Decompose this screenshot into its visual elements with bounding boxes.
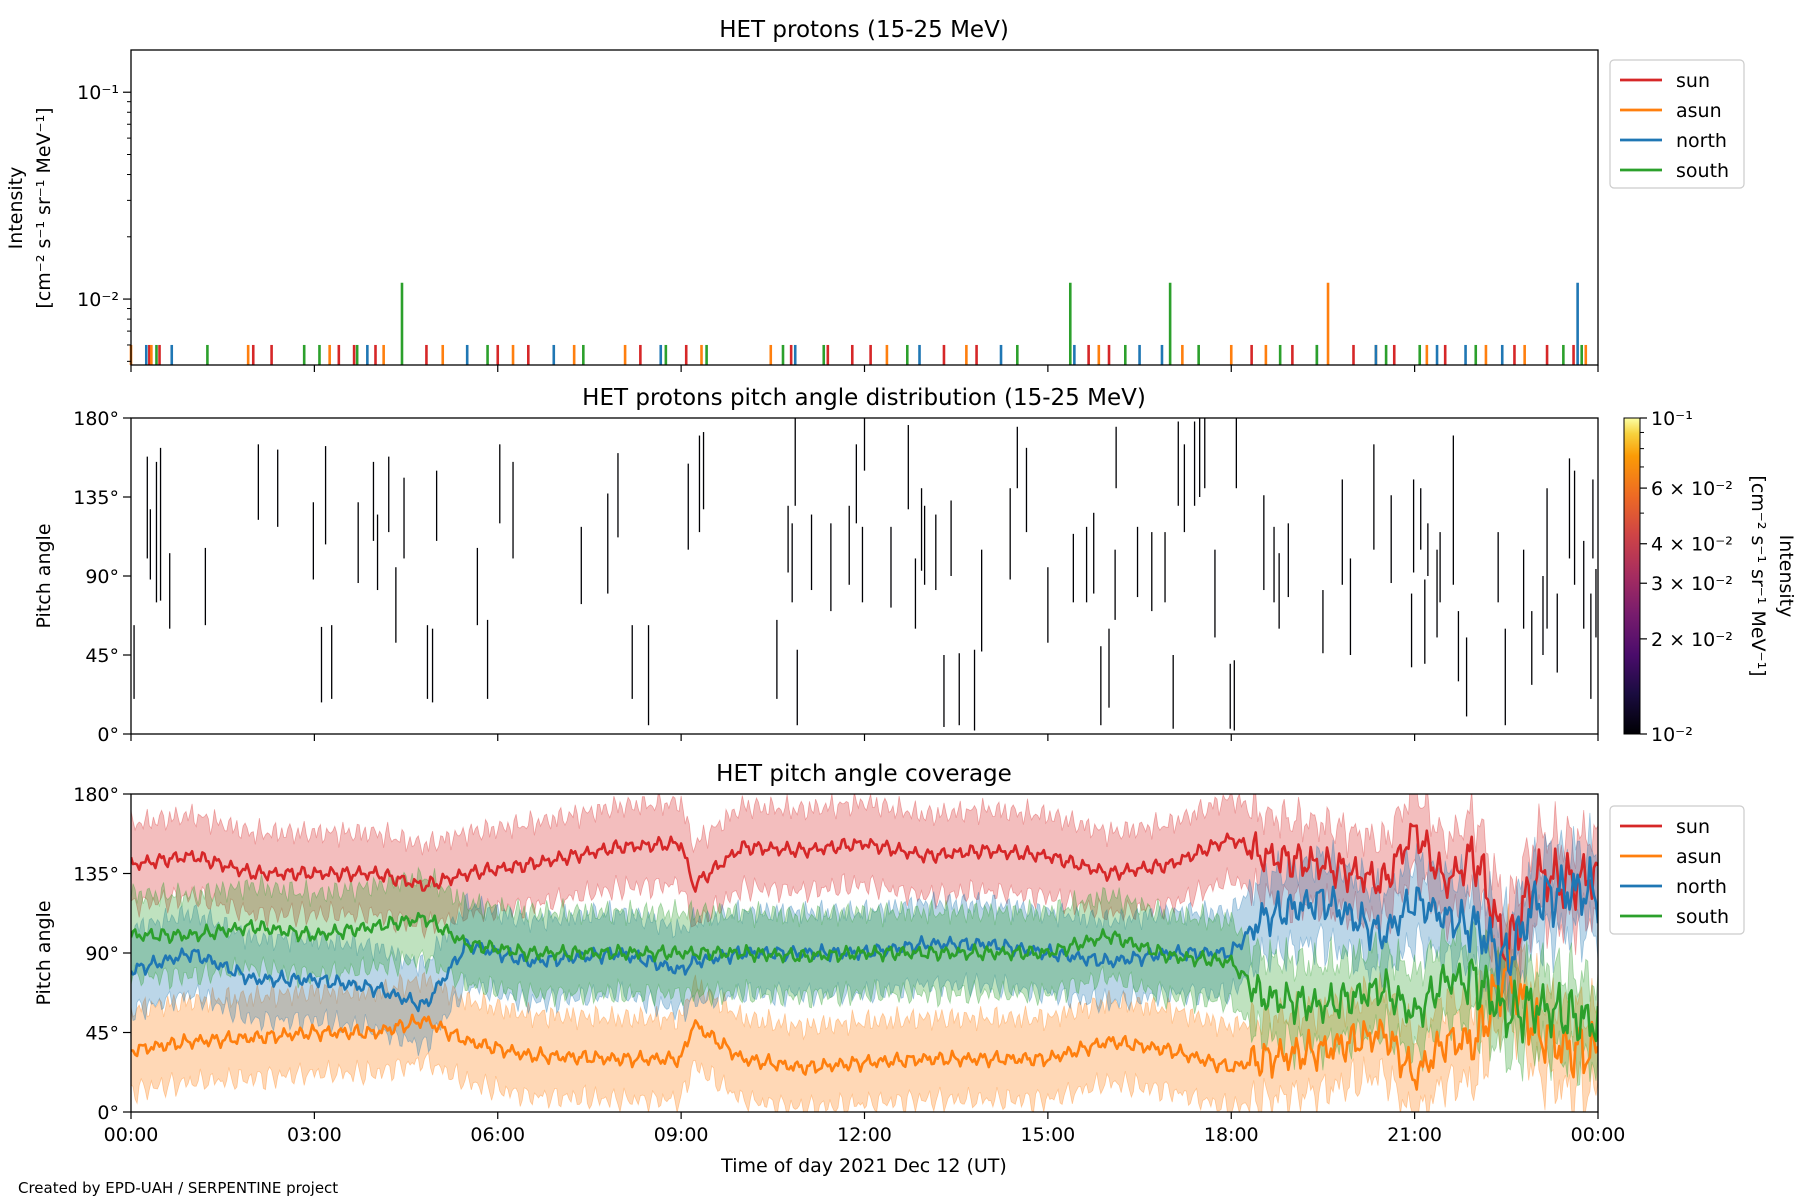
coverage-xtick-label: 12:00 (837, 1124, 892, 1146)
panel-pitch-angle-coverage: HET pitch angle coverage 0° 45° 90° 135° 180… (33, 761, 1745, 1177)
coverage-ytick-label: 0° (97, 1102, 119, 1124)
legend-label-south: south (1676, 906, 1729, 928)
legend-label-sun: sun (1676, 70, 1710, 92)
intensity-ylabel-line2: [cm⁻² s⁻¹ sr⁻¹ MeV⁻¹] (33, 107, 55, 308)
pad-ylabel: Pitch angle (33, 523, 55, 628)
intensity-ytick-label: 10⁻² (77, 289, 119, 311)
coverage-ytick-label: 180° (73, 784, 119, 806)
panel-pitch-angle-distribution: HET protons pitch angle distribution (15… (33, 385, 1797, 746)
coverage-xtick-label: 09:00 (654, 1124, 709, 1146)
coverage-xtick-label: 00:00 (104, 1124, 159, 1146)
coverage-band-north (131, 812, 1598, 1057)
pad-ytick-label: 135° (73, 487, 119, 509)
coverage-line-sun (131, 822, 1598, 967)
legend-label-north: north (1676, 130, 1727, 152)
panel-intensity: HET protons (15-25 MeV) 10⁻² 10⁻¹ Intensi… (5, 17, 1745, 372)
pad-ytick-label: 45° (85, 645, 119, 667)
coverage-ylabel: Pitch angle (33, 900, 55, 1005)
coverage-xtick-label: 00:00 (1571, 1124, 1626, 1146)
coverage-ytick-label: 135° (73, 864, 119, 886)
coverage-band-sun (131, 794, 1598, 1013)
intensity-plot-area (129, 282, 1588, 365)
pad-ytick-label: 90° (85, 566, 119, 588)
coverage-x-ticks: 00:00 03:00 06:00 09:00 12:00 15:00 18:00 21:00… (104, 1112, 1626, 1146)
intensity-y-ticks: 10⁻² 10⁻¹ (77, 82, 131, 362)
colorbar-tick-label: 2 × 10⁻² (1651, 629, 1733, 651)
credit-text: Created by EPD-UAH / SERPENTINE project (18, 1179, 338, 1197)
coverage-xtick-label: 06:00 (470, 1124, 525, 1146)
coverage-line-south (131, 911, 1598, 1044)
intensity-x-ticks (130, 365, 1599, 372)
legend-box (1609, 805, 1745, 935)
colorbar-ticks: 10⁻¹ 6 × 10⁻² 4 × 10⁻² 3 × 10⁻² 2 × 10⁻² 10⁻² (1640, 408, 1733, 746)
pad-ytick-label: 180° (73, 408, 119, 430)
pad-plot-area (133, 418, 1597, 731)
coverage-line-asun (131, 949, 1598, 1091)
coverage-band-asun (131, 903, 1598, 1112)
coverage-xtick-label: 15:00 (1020, 1124, 1075, 1146)
intensity-ytick-label: 10⁻¹ (77, 82, 119, 104)
intensity-ylabel-line1: Intensity (5, 167, 27, 250)
legend-label-asun: asun (1676, 100, 1722, 122)
coverage-ytick-label: 45° (85, 1023, 119, 1045)
colorbar-tick-label: 3 × 10⁻² (1651, 573, 1733, 595)
coverage-plot-area (131, 794, 1598, 1112)
colorbar-tick-label: 6 × 10⁻² (1651, 478, 1733, 500)
pad-x-ticks (130, 734, 1599, 741)
coverage-band-south (131, 866, 1598, 1087)
coverage-xtick-label: 03:00 (287, 1124, 342, 1146)
colorbar-tick-label: 4 × 10⁻² (1651, 534, 1733, 556)
colorbar-label-line2: [cm⁻² s⁻¹ sr⁻¹ MeV⁻¹] (1747, 475, 1769, 676)
intensity-legend: sun asun north south (1609, 59, 1745, 189)
coverage-ytick-label: 90° (85, 943, 119, 965)
pad-y-ticks: 0° 45° 90° 135° 180° (73, 408, 131, 746)
coverage-xtick-label: 21:00 (1387, 1124, 1442, 1146)
coverage-line-north (131, 856, 1598, 1013)
legend-box (1609, 59, 1745, 189)
colorbar (1623, 417, 1641, 735)
coverage-xlabel: Time of day 2021 Dec 12 (UT) (720, 1155, 1007, 1177)
coverage-xtick-label: 18:00 (1204, 1124, 1259, 1146)
legend-label-north: north (1676, 876, 1727, 898)
coverage-legend: sun asun north south (1609, 805, 1745, 935)
coverage-y-ticks: 0° 45° 90° 135° 180° (73, 784, 131, 1124)
legend-label-sun: sun (1676, 816, 1710, 838)
legend-label-asun: asun (1676, 846, 1722, 868)
pad-ytick-label: 0° (97, 724, 119, 746)
legend-label-south: south (1676, 160, 1729, 182)
pad-title: HET protons pitch angle distribution (15… (582, 385, 1146, 411)
colorbar-label-line1: Intensity (1775, 535, 1797, 618)
coverage-title: HET pitch angle coverage (716, 761, 1012, 787)
colorbar-tick-label: 10⁻¹ (1651, 408, 1693, 430)
colorbar-tick-label: 10⁻² (1651, 724, 1693, 746)
panel-intensity-title: HET protons (15-25 MeV) (719, 17, 1009, 43)
